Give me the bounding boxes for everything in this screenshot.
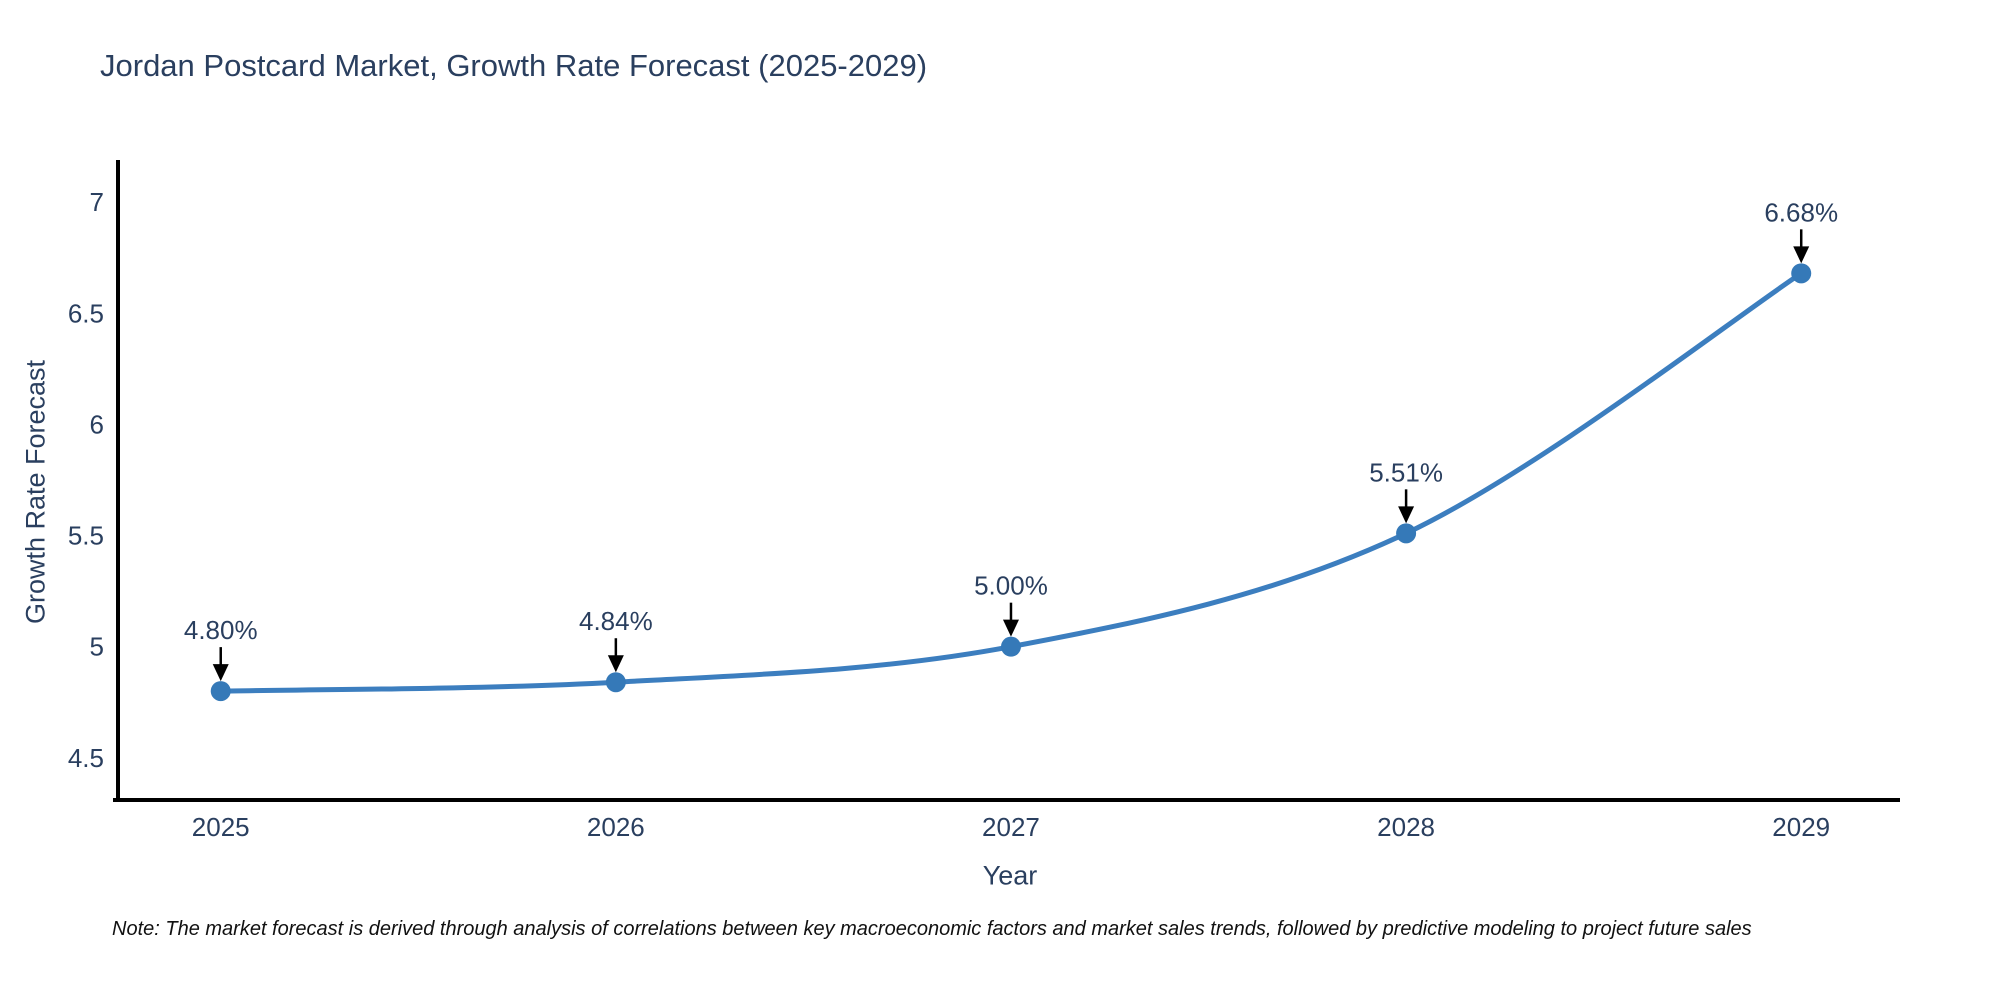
x-tick-label: 2026: [587, 812, 645, 842]
footnote: Note: The market forecast is derived thr…: [112, 918, 1752, 940]
data-point-marker: [1791, 263, 1812, 284]
y-tick-label: 5: [90, 632, 104, 662]
y-tick-label: 6: [90, 409, 104, 439]
y-tick-label: 6.5: [68, 298, 104, 328]
y-tick-label: 4.5: [68, 743, 104, 773]
data-point-marker: [1000, 636, 1021, 657]
annotation-arrowhead-icon: [607, 655, 624, 673]
x-tick-label: 2025: [192, 812, 250, 842]
x-tick-label: 2027: [982, 812, 1040, 842]
annotation-arrowhead-icon: [1002, 619, 1019, 637]
annotation-label: 5.51%: [1369, 457, 1443, 487]
annotation-arrowhead-icon: [212, 664, 229, 682]
annotation-label: 5.00%: [974, 571, 1048, 601]
annotation-label: 4.84%: [579, 606, 653, 636]
y-tick-label: 7: [90, 187, 104, 217]
data-point-marker: [605, 672, 626, 693]
chart-title: Jordan Postcard Market, Growth Rate Fore…: [100, 48, 928, 83]
annotation-arrowhead-icon: [1398, 506, 1415, 524]
x-tick-label: 2028: [1377, 812, 1435, 842]
x-axis-title: Year: [982, 860, 1038, 891]
x-tick-label: 2029: [1772, 812, 1830, 842]
data-point-marker: [1396, 523, 1417, 544]
y-tick-label: 5.5: [68, 521, 104, 551]
annotation-label: 4.80%: [184, 615, 258, 645]
annotation-arrowhead-icon: [1793, 246, 1810, 264]
data-point-marker: [210, 681, 231, 702]
annotation-label: 6.68%: [1764, 197, 1838, 227]
